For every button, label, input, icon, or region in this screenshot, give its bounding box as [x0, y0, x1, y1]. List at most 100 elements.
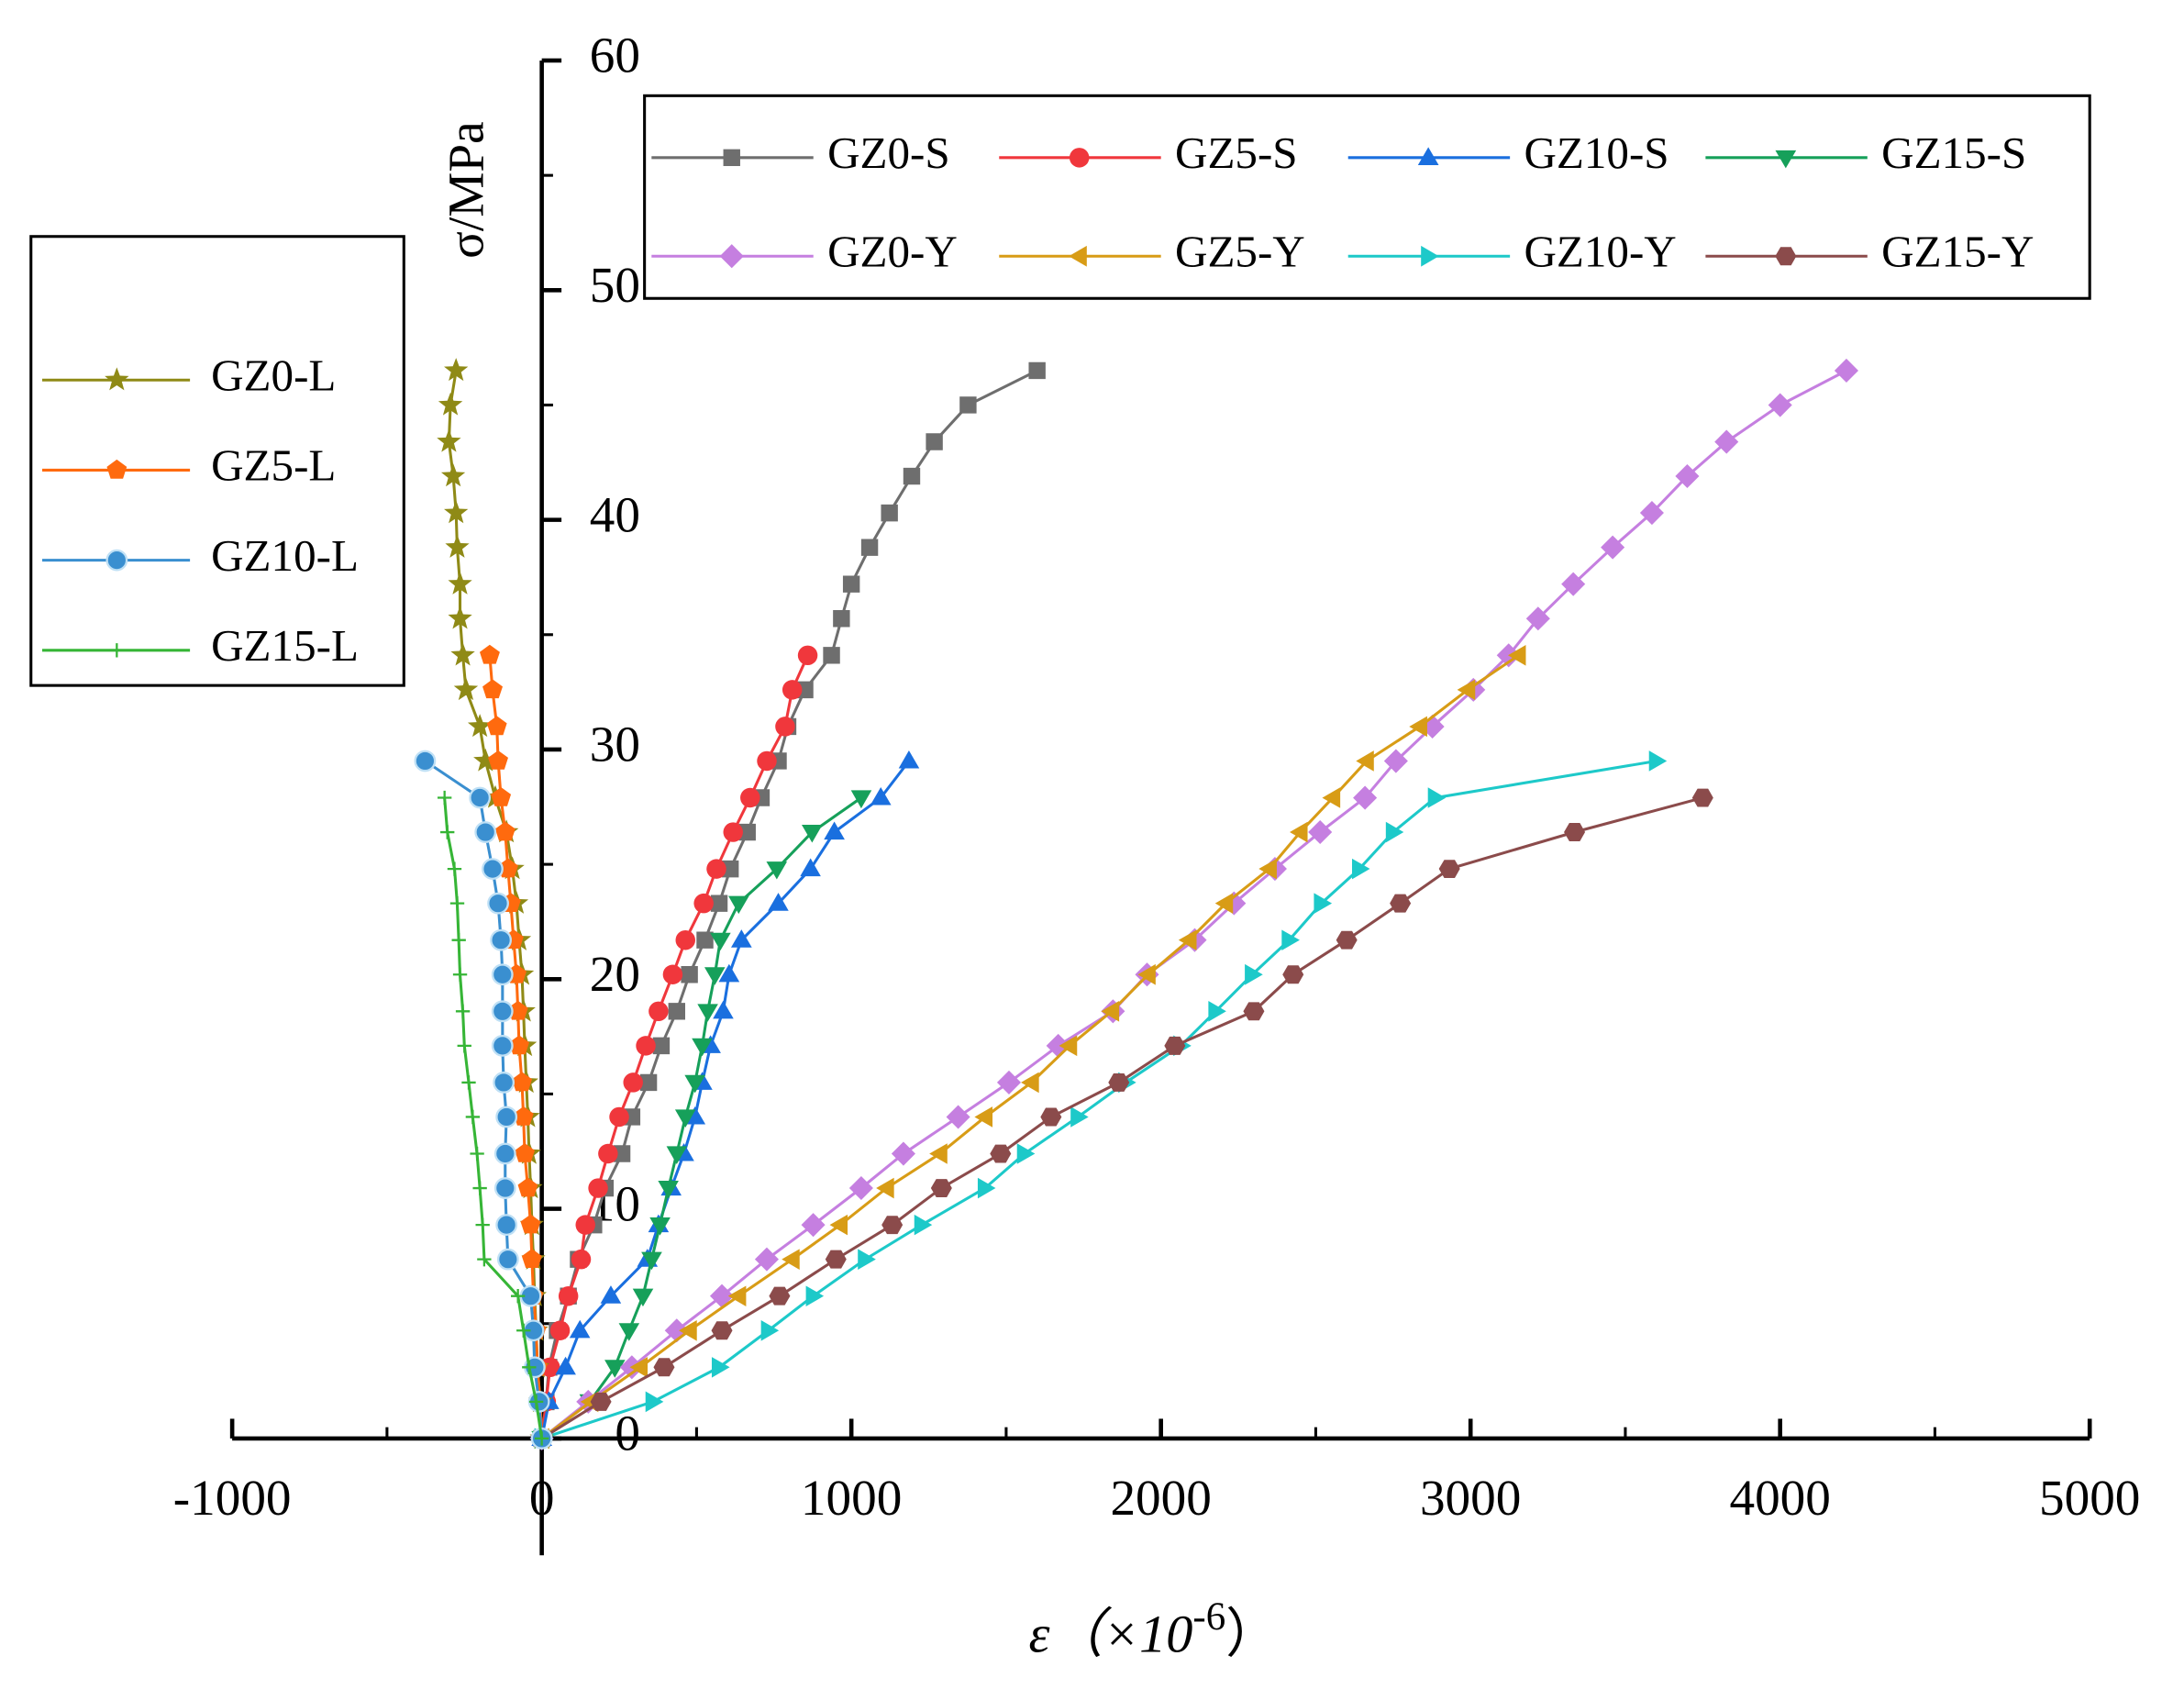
marker — [549, 1320, 571, 1340]
marker — [898, 750, 920, 769]
marker — [775, 717, 795, 737]
marker — [760, 1320, 780, 1341]
marker — [1281, 929, 1300, 951]
marker — [696, 931, 714, 949]
marker — [649, 1217, 671, 1236]
legend-label: GZ5-Y — [1175, 226, 1305, 276]
marker — [1243, 1002, 1265, 1021]
marker — [448, 571, 472, 594]
marker — [842, 575, 860, 593]
marker — [728, 895, 749, 915]
marker — [658, 1181, 679, 1199]
marker — [609, 1106, 629, 1128]
marker — [1675, 463, 1700, 489]
marker — [629, 1357, 649, 1378]
marker — [1561, 572, 1586, 596]
marker — [455, 1004, 471, 1018]
marker — [653, 1358, 675, 1377]
marker — [891, 1141, 915, 1166]
marker — [1308, 819, 1333, 845]
marker — [600, 1285, 622, 1304]
marker — [645, 1391, 664, 1413]
marker — [850, 790, 872, 809]
legend-label: GZ5-L — [211, 440, 336, 491]
marker — [757, 750, 777, 772]
marker — [946, 1105, 970, 1129]
marker — [848, 1175, 873, 1201]
marker — [1768, 393, 1792, 417]
legend-top: GZ0-S GZ5-S GZ10-S GZ15-S GZ0-Y GZ5-Y GZ10-Y GZ… — [643, 94, 2091, 300]
legend-label: GZ5-S — [1175, 128, 1298, 178]
legend-label: GZ10-Y — [1524, 226, 1676, 276]
marker — [801, 1213, 826, 1238]
marker — [959, 396, 977, 414]
marker — [517, 1177, 538, 1197]
marker — [825, 1250, 847, 1269]
marker — [457, 1039, 471, 1053]
marker — [438, 392, 463, 416]
legend-label: GZ0-L — [211, 350, 336, 400]
marker — [1390, 894, 1412, 913]
marker — [487, 892, 509, 915]
marker — [1409, 716, 1427, 738]
x-tick-label: 4000 — [1729, 1470, 1830, 1526]
legend-label: GZ15-Y — [1881, 226, 2034, 276]
marker — [1775, 247, 1797, 266]
marker — [766, 861, 788, 880]
marker — [1438, 860, 1460, 879]
marker — [1069, 148, 1090, 168]
marker — [520, 1214, 541, 1234]
marker — [1322, 787, 1341, 808]
marker — [469, 786, 492, 809]
marker — [513, 1106, 534, 1126]
marker — [639, 1073, 658, 1092]
marker — [1564, 823, 1586, 841]
marker — [507, 1000, 528, 1020]
marker — [1356, 750, 1374, 772]
marker — [636, 1036, 656, 1056]
x-tick-label: 2000 — [1110, 1470, 1211, 1526]
marker — [977, 1177, 996, 1199]
marker — [1507, 644, 1526, 666]
marker — [440, 463, 466, 487]
marker — [493, 1177, 516, 1199]
marker — [1352, 858, 1370, 880]
marker — [1282, 965, 1304, 984]
marker — [693, 893, 714, 914]
marker — [109, 643, 125, 658]
marker — [575, 1215, 595, 1235]
marker — [493, 1142, 516, 1165]
marker — [824, 821, 845, 840]
marker — [1385, 821, 1404, 843]
marker — [1021, 1072, 1039, 1094]
marker — [1691, 788, 1713, 807]
marker — [723, 149, 740, 167]
marker — [465, 1109, 481, 1125]
marker — [569, 1319, 591, 1339]
marker — [414, 750, 437, 772]
marker — [495, 1214, 518, 1237]
marker — [860, 539, 879, 556]
marker — [493, 1072, 516, 1094]
marker — [723, 822, 743, 842]
marker — [929, 1143, 948, 1164]
y-tick-label: 20 — [590, 946, 640, 1002]
x-tick-label: 0 — [529, 1470, 555, 1526]
marker — [598, 1143, 618, 1164]
marker — [604, 1360, 626, 1378]
marker — [990, 1144, 1012, 1163]
x-tick-label: -1000 — [173, 1470, 292, 1526]
marker — [555, 1356, 576, 1375]
marker — [448, 606, 472, 629]
legend-box — [643, 94, 2091, 300]
marker — [105, 549, 128, 572]
marker — [470, 1146, 484, 1161]
marker — [479, 644, 500, 664]
x-tick-label: 1000 — [801, 1470, 902, 1526]
marker — [509, 1035, 529, 1055]
marker — [1427, 787, 1447, 808]
x-label-sup: -6 — [1192, 1595, 1225, 1639]
marker — [1639, 501, 1664, 526]
